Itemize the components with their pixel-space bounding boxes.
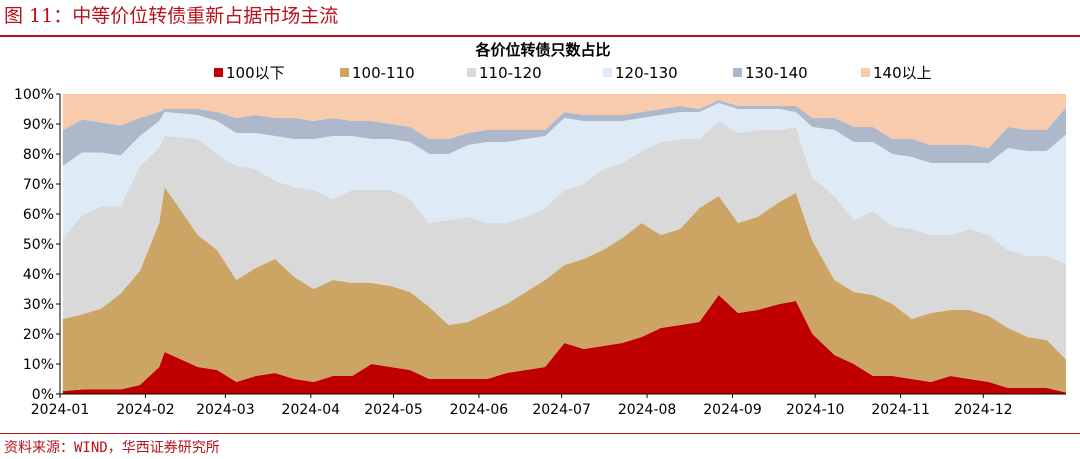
legend-label: 120-130 (615, 64, 678, 82)
y-tick-label: 70% (23, 177, 54, 193)
legend-item: 130-140 (733, 64, 808, 82)
x-tick-label: 2024-09 (703, 402, 762, 418)
chart-title: 各价位转债只数占比 (474, 41, 610, 59)
legend-swatch (603, 68, 612, 77)
stacked-area-chart: 各价位转债只数占比 100以下 100-110 110-120 120-130 130-… (14, 41, 1067, 418)
legend-item: 100-110 (340, 64, 415, 82)
area-series-5 (62, 100, 1067, 166)
area-series-6 (62, 94, 1067, 148)
x-tick-label: 2024-10 (786, 402, 845, 418)
x-tick-label: 2024-11 (871, 402, 930, 418)
legend-label: 130-140 (745, 64, 808, 82)
footer-divider (0, 433, 1080, 434)
legend-item: 140以上 (861, 64, 932, 82)
area-series-2 (62, 187, 1067, 393)
x-tick-label: 2024-08 (618, 402, 677, 418)
y-tick-label: 100% (14, 87, 54, 103)
x-tick-label: 2024-01 (31, 402, 90, 418)
y-tick-label: 20% (23, 327, 54, 343)
y-tick-label: 10% (23, 357, 54, 373)
legend-label: 100以下 (226, 64, 285, 82)
x-tick-label: 2024-05 (364, 402, 423, 418)
legend-item: 110-120 (467, 64, 542, 82)
plot-areas (62, 94, 1067, 394)
area-series-4 (62, 103, 1067, 264)
y-tick-label: 60% (23, 207, 54, 223)
title-divider (0, 35, 1080, 37)
chart-legend: 100以下 100-110 110-120 120-130 130-140 140以上 (214, 64, 932, 82)
legend-swatch (861, 68, 870, 77)
legend-item: 120-130 (603, 64, 678, 82)
x-tick-label: 2024-06 (450, 402, 509, 418)
legend-swatch (214, 68, 223, 77)
x-tick-label: 2024-03 (196, 402, 255, 418)
y-tick-label: 0% (32, 387, 54, 403)
y-tick-label: 90% (23, 117, 54, 133)
x-tick-label: 2024-07 (532, 402, 591, 418)
y-tick-label: 50% (23, 237, 54, 253)
legend-swatch (467, 68, 476, 77)
legend-label: 110-120 (479, 64, 542, 82)
x-tick-label: 2024-02 (116, 402, 175, 418)
y-tick-label: 80% (23, 147, 54, 163)
y-tick-label: 40% (23, 267, 54, 283)
legend-label: 140以上 (873, 64, 932, 82)
legend-item: 100以下 (214, 64, 285, 82)
x-tick-label: 2024-12 (954, 402, 1013, 418)
source-note: 资料来源：WIND，华西证券研究所 (4, 440, 220, 456)
area-series-1 (62, 295, 1067, 394)
legend-swatch (733, 68, 742, 77)
chart-axes: 0% 10% 20% 30% 40% 50% 60% 70% 80% 90% 100% 2024-01… (14, 87, 1066, 418)
x-tick-label: 2024-04 (282, 402, 341, 418)
y-tick-label: 30% (23, 297, 54, 313)
legend-swatch (340, 68, 349, 77)
figure-title: 图 11：中等价位转债重新占据市场主流 (4, 5, 339, 27)
area-series-3 (62, 121, 1067, 360)
legend-label: 100-110 (352, 64, 415, 82)
